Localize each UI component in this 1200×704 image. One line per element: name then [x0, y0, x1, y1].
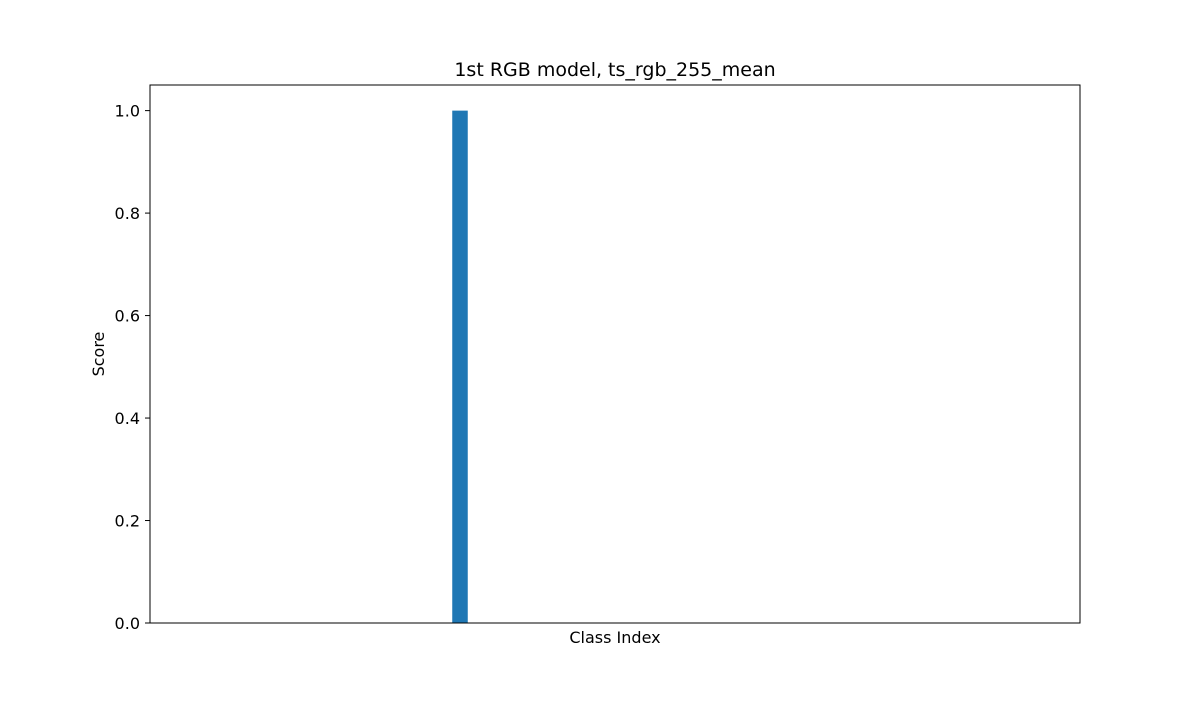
- bars-layer: [452, 110, 468, 624]
- y-tick-label: 0.8: [115, 204, 140, 223]
- plot-area: [150, 85, 1080, 623]
- x-axis-label: Class Index: [569, 628, 660, 647]
- y-tick-label: 0.2: [115, 512, 140, 531]
- y-tick-label: 0.0: [115, 614, 140, 633]
- y-axis-label: Score: [89, 332, 108, 377]
- y-axis-ticks: 0.0 0.2 0.4 0.6 0.8 1.0: [115, 102, 150, 633]
- y-tick-label: 0.4: [115, 409, 140, 428]
- y-tick-label: 1.0: [115, 102, 140, 121]
- bar-0: [452, 110, 468, 624]
- plot-frame: [149, 84, 1081, 624]
- chart-title: 1st RGB model, ts_rgb_255_mean: [454, 59, 775, 81]
- y-tick-label: 0.6: [115, 307, 140, 326]
